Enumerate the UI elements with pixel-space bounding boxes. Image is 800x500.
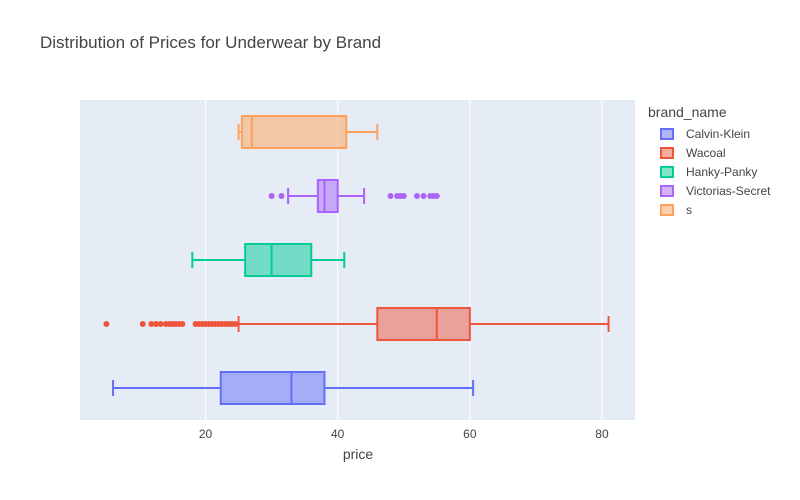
legend-item-s[interactable]: s: [648, 200, 770, 219]
x-tick-label: 80: [595, 427, 609, 441]
box-s[interactable]: [237, 115, 379, 149]
legend-label: Victorias-Secret: [686, 183, 771, 198]
outlier-point: [268, 193, 275, 199]
legend-label: s: [686, 202, 692, 217]
box-iqr: [316, 179, 339, 213]
x-tick-label: 20: [199, 427, 213, 441]
outlier-point: [387, 193, 394, 199]
legend-label: Wacoal: [686, 145, 726, 160]
outlier-point: [278, 193, 285, 199]
outlier-point: [139, 321, 146, 327]
legend-swatch: [660, 184, 674, 197]
box-iqr: [244, 243, 313, 277]
legend-item-calvin-klein[interactable]: Calvin-Klein: [648, 124, 770, 143]
x-tick-label: 60: [463, 427, 477, 441]
box-iqr: [240, 115, 348, 149]
legend-label: Hanky-Panky: [686, 164, 758, 179]
box-wacoal[interactable]: [103, 307, 610, 341]
chart-title: Distribution of Prices for Underwear by …: [40, 33, 382, 52]
legend: brand_name Calvin-Klein Wacoal Hanky-Panky…: [648, 104, 770, 219]
box-calvin-klein[interactable]: [112, 371, 475, 405]
legend-swatch: [660, 127, 674, 140]
legend-swatch: [660, 203, 674, 216]
outlier-point: [232, 321, 239, 327]
x-tick-labels: 20 40 60 80: [199, 427, 609, 441]
legend-title: brand_name: [648, 104, 727, 120]
box-iqr: [219, 371, 326, 405]
outlier-point: [179, 321, 186, 327]
plot-area: [80, 100, 635, 420]
outlier-point: [152, 321, 159, 327]
legend-item-victorias-secret[interactable]: Victorias-Secret: [648, 181, 770, 200]
box-plots: [103, 115, 610, 405]
outlier-point: [400, 193, 407, 199]
legend-label: Calvin-Klein: [686, 126, 751, 141]
box-iqr: [376, 307, 471, 341]
outlier-point: [433, 193, 440, 199]
legend-swatch: [660, 165, 674, 178]
legend-items: Calvin-Klein Wacoal Hanky-Panky Victorias-S…: [648, 124, 770, 219]
outlier-point: [420, 193, 427, 199]
outlier-point: [413, 193, 420, 199]
box-victorias-secret[interactable]: [268, 179, 440, 213]
legend-item-hanky-panky[interactable]: Hanky-Panky: [648, 162, 770, 181]
legend-item-wacoal[interactable]: Wacoal: [648, 143, 770, 162]
outlier-point: [103, 321, 110, 327]
x-axis-label: price: [342, 446, 374, 462]
outlier-point: [157, 321, 164, 327]
x-tick-label: 40: [331, 427, 345, 441]
legend-swatch: [660, 146, 674, 159]
box-hanky-panky[interactable]: [191, 243, 346, 277]
outlier-point: [148, 321, 155, 327]
